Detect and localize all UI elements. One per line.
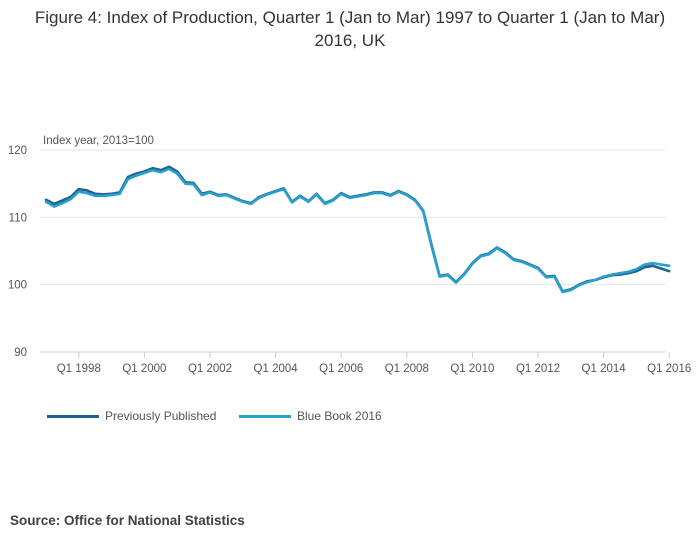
source-note: Source: Office for National Statistics	[10, 513, 245, 528]
x-tick-label: Q1 2014	[582, 363, 627, 375]
x-tick-label: Q1 2010	[450, 363, 494, 375]
legend-swatch-previously-published	[47, 415, 99, 419]
grid-lines	[40, 149, 665, 353]
series-lines	[44, 165, 671, 294]
x-tick-label: Q1 2016	[647, 363, 691, 375]
y-tick-label-100: 100	[8, 280, 27, 292]
legend-label: Blue Book 2016	[297, 409, 382, 423]
x-tick-label: Q1 2008	[385, 363, 429, 375]
axes: 90 100 110 120 Q1 1998 Q1 2000 Q1 2002 Q1 2004 Q…	[8, 145, 691, 375]
legend-item-previously-published[interactable]: Previously Published	[47, 409, 216, 423]
y-tick-label-120: 120	[8, 145, 27, 157]
legend-item-blue-book-2016[interactable]: Blue Book 2016	[239, 409, 382, 423]
legend-label: Previously Published	[105, 409, 217, 423]
series-line-blue-book-2016	[44, 167, 671, 294]
y-tick-label-110: 110	[9, 212, 27, 224]
x-tick-label: Q1 2012	[516, 363, 560, 375]
x-tick-label: Q1 2004	[254, 363, 299, 375]
x-tick-label: Q1 2000	[122, 363, 166, 375]
y-axis-label: Index year, 2013=100	[43, 135, 154, 147]
legend-swatch-blue-book-2016	[239, 415, 291, 419]
series-line-previously-published	[44, 165, 671, 293]
x-tick-label: Q1 2006	[319, 363, 363, 375]
chart-title: Figure 4: Index of Production, Quarter 1…	[34, 8, 666, 50]
y-tick-label-90: 90	[14, 347, 27, 359]
x-tick-label: Q1 1998	[57, 363, 101, 375]
x-tick-label: Q1 2002	[188, 363, 232, 375]
